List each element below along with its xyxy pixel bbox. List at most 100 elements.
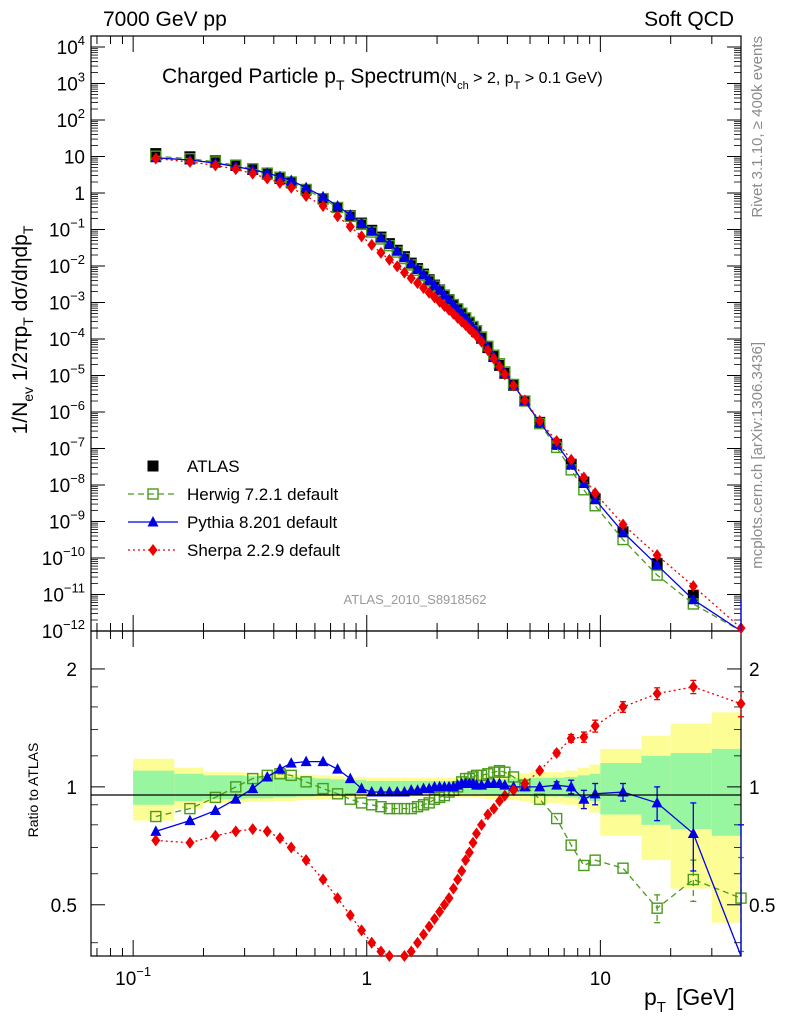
ratio-band-inner	[641, 755, 671, 825]
ratio-point-sherpa	[652, 687, 662, 700]
data-point-sherpa	[248, 167, 258, 180]
legend-marker-atlas	[147, 460, 159, 472]
data-point-pythia	[383, 238, 395, 249]
y-tick-label: 10	[64, 147, 85, 168]
ratio-point-pythia	[274, 763, 286, 774]
ratio-y-tick-label: 2	[66, 660, 77, 681]
legend-marker-pythia	[147, 516, 159, 527]
data-point-sherpa	[579, 471, 589, 484]
y-tick-label: 10−1	[49, 215, 85, 241]
data-point-sherpa	[376, 246, 386, 259]
ratio-point-sherpa	[345, 909, 355, 922]
ratio-point-herwig	[331, 788, 344, 800]
ratio-y-axis-label: Ratio to ATLAS	[25, 743, 41, 838]
ratio-point-herwig	[651, 902, 663, 914]
data-point-pythia	[375, 231, 387, 243]
ratio-point-herwig	[150, 810, 162, 823]
ratio-point-sherpa	[185, 836, 195, 849]
ratio-point-sherpa	[439, 898, 449, 911]
ratio-point-sherpa	[384, 950, 394, 962]
data-point-pythia	[423, 274, 435, 285]
ratio-point-herwig	[578, 859, 590, 872]
ratio-point-sherpa	[376, 945, 386, 958]
legend-item-sherpa: Sherpa 2.2.9 default	[128, 541, 340, 560]
data-point-pythia	[356, 217, 368, 228]
x-tick-label: 10	[590, 969, 611, 990]
ratio-point-sherpa	[413, 936, 423, 949]
rivet-version-label: Rivet 3.1.10, ≥ 400k events	[749, 36, 766, 218]
ratio-point-pythia	[565, 780, 577, 792]
ratio-point-sherpa	[318, 873, 328, 886]
y-tick-label: 10−11	[43, 580, 85, 606]
data-point-sherpa	[357, 230, 367, 243]
ratio-uncertainty-bands	[133, 712, 741, 923]
ratio-band-inner	[344, 780, 357, 794]
data-point-sherpa	[231, 163, 241, 176]
data-point-sherpa	[151, 152, 161, 165]
ratio-band-inner	[330, 779, 345, 795]
data-point-sherpa	[406, 272, 416, 285]
ratio-point-pythia	[230, 793, 242, 804]
ratio-point-sherpa	[357, 924, 367, 937]
ratio-point-herwig	[550, 812, 563, 825]
ratio-point-herwig	[366, 799, 378, 811]
ratio-point-sherpa	[590, 720, 600, 733]
y-tick-label: 10−5	[49, 361, 85, 387]
data-point-sherpa	[489, 352, 499, 365]
ratio-point-sherpa	[151, 834, 161, 847]
ratio-band-inner	[414, 781, 427, 793]
ratio-point-sherpa	[435, 905, 445, 918]
ratio-point-herwig	[617, 862, 629, 874]
data-point-pythia	[261, 167, 273, 178]
data-point-sherpa	[419, 281, 429, 294]
ratio-point-sherpa	[489, 802, 499, 815]
data-point-sherpa	[367, 238, 377, 251]
main-series-group	[150, 148, 746, 635]
data-point-sherpa	[652, 549, 662, 562]
data-point-sherpa	[413, 277, 423, 290]
y-tick-label: 10−12	[42, 617, 85, 643]
y-tick-label: 10−6	[49, 398, 85, 424]
ratio-point-herwig	[184, 802, 196, 815]
data-point-sherpa	[566, 453, 576, 466]
data-point-sherpa	[500, 368, 510, 381]
data-point-sherpa	[185, 155, 195, 168]
ratio-point-sherpa	[333, 892, 343, 905]
ratio-band-inner	[174, 773, 204, 802]
ratio-point-pythia	[651, 796, 663, 808]
ratio-point-herwig	[230, 781, 242, 793]
ratio-point-sherpa	[483, 808, 493, 821]
ratio-point-pythia	[209, 804, 221, 816]
ratio-point-pythia	[499, 779, 511, 790]
data-point-sherpa	[301, 189, 311, 202]
data-point-sherpa	[509, 379, 519, 392]
y-tick-label: 1	[74, 184, 85, 205]
process-label: Soft QCD	[644, 8, 734, 31]
data-point-sherpa	[535, 414, 545, 427]
legend-item-pythia: Pythia 8.201 default	[128, 513, 338, 532]
series-sherpa	[151, 152, 746, 635]
legend-item-herwig: Herwig 7.2.1 default	[128, 485, 338, 504]
y-tick-label: 10−3	[49, 288, 85, 314]
ratio-y-tick-label-right: 2	[749, 660, 760, 681]
data-point-sherpa	[399, 266, 409, 279]
y-tick-label: 10−2	[49, 252, 85, 278]
legend: ATLAS Herwig 7.2.1 default Pythia 8.201 de…	[128, 457, 340, 560]
data-point-pythia	[344, 208, 356, 220]
data-point-sherpa	[688, 580, 698, 593]
ratio-point-sherpa	[367, 936, 377, 949]
ratio-point-herwig	[411, 800, 424, 813]
ratio-point-pythia	[344, 772, 356, 784]
ratio-point-sherpa	[468, 836, 478, 849]
ratio-point-sherpa	[579, 731, 589, 744]
ratio-point-pythia	[150, 825, 162, 836]
data-point-pythia	[687, 593, 699, 605]
data-point-pythia	[391, 244, 403, 256]
ratio-y-tick-label-right: 1	[749, 778, 760, 799]
ratio-point-pythia	[534, 780, 546, 792]
ratio-point-sherpa	[461, 854, 471, 867]
data-point-pythia	[285, 174, 297, 185]
y-tick-label: 10−9	[49, 507, 85, 533]
ratio-point-pythia	[247, 782, 259, 794]
ratio-point-sherpa	[448, 882, 458, 895]
